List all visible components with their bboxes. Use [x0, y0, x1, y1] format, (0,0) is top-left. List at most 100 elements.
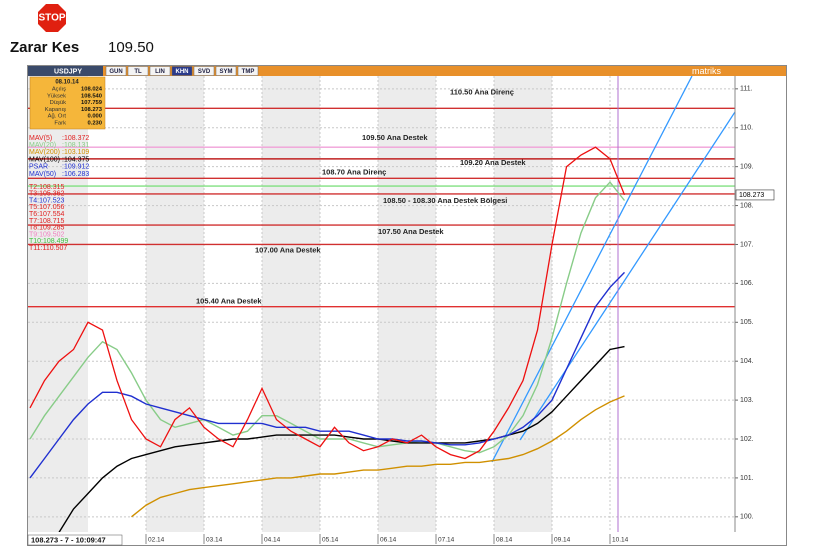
y-tick-label: 100.: [740, 514, 754, 521]
x-tick-label: 09.14: [554, 537, 571, 544]
stop-text: STOP: [38, 13, 65, 24]
month-band: [378, 76, 436, 532]
indicator-label: MAV(20): [29, 142, 56, 149]
indicator-label: MAV(5): [29, 135, 52, 142]
info-label: Açılış: [52, 87, 66, 93]
indicator-value: :108.131: [62, 142, 89, 149]
target-label: T2:108.315: [29, 184, 65, 191]
target-label: T10:108.499: [29, 238, 68, 245]
target-label: T9:109.502: [29, 231, 65, 238]
target-label: T3:105.362: [29, 191, 65, 198]
month-band: [262, 76, 320, 532]
toolbar-button-label: LIN: [155, 69, 165, 75]
indicator-value: :109.912: [62, 164, 89, 171]
brand: matriks: [692, 66, 721, 76]
info-label: Kapanış: [45, 107, 66, 113]
series-line: [29, 181, 626, 454]
target-label: T7:108.715: [29, 218, 65, 225]
toolbar-button: [149, 66, 171, 76]
x-tick-label: 03.14: [206, 537, 223, 544]
plot: 110.50 Ana Direnç 109.50 Ana Destek 109.20…: [28, 76, 735, 532]
y-tick-label: 111.: [740, 86, 753, 93]
y-tick-label: 104.: [740, 358, 754, 365]
level-label: 109.50 Ana Destek: [362, 133, 428, 142]
x-tick-label: 06.14: [380, 537, 397, 544]
indicator-label: PSAR: [29, 164, 48, 171]
toolbar-button: [171, 66, 193, 76]
indicator-label: MAV(200): [29, 149, 60, 156]
series-line: [29, 271, 626, 479]
x-tick-label: 05.14: [322, 537, 339, 544]
y-tick-label: 107.: [740, 241, 754, 248]
info-label: Fark: [54, 121, 66, 127]
target-label: T11:110.507: [29, 245, 67, 252]
info-box: [29, 76, 106, 130]
info-value: 107.759: [81, 100, 103, 106]
info-label: Düşük: [50, 100, 67, 106]
trend-line: [491, 76, 693, 463]
toolbar-button-label: GUN: [109, 69, 122, 75]
info-value: 108.540: [81, 93, 102, 99]
y-tick-label: 106.: [740, 280, 754, 287]
info-value: 0.230: [87, 121, 102, 127]
overlay: GUN TL LIN KHN SVD SYM TMP 02.14 03.14 04.14 05.14…: [27, 66, 775, 546]
y-tick-label: 105.: [740, 319, 754, 326]
toolbar: [28, 66, 786, 76]
toolbar-button: [127, 66, 149, 76]
x-tick-label: 02.14: [148, 537, 165, 544]
toolbar-button: [105, 66, 127, 76]
symbol: USDJPY: [54, 68, 82, 75]
info-value: 108.273: [81, 107, 103, 113]
indicator-label: MAV(50): [29, 171, 56, 178]
toolbar-button-label: TMP: [242, 69, 255, 75]
series-line: [58, 345, 625, 532]
toolbar-button-label: SYM: [219, 69, 232, 75]
stop-loss-value: 109.50: [108, 39, 154, 56]
y-tick-label: 102.: [740, 436, 754, 443]
indicator-value: :108.372: [62, 135, 89, 142]
y-tick-label: 101.: [740, 475, 754, 482]
level-label: 107.50 Ana Destek: [378, 227, 444, 236]
x-tick-label: 10.14: [612, 537, 629, 544]
info-value: 0.000: [87, 114, 102, 120]
symbol-box: [28, 66, 103, 76]
level-label: 107.00 Ana Destek: [255, 245, 321, 254]
toolbar-button: [215, 66, 237, 76]
target-label: T8:109.285: [29, 225, 65, 232]
x-tick-label: 08.14: [496, 537, 513, 544]
month-band: [494, 76, 552, 532]
target-label: T6:107.554: [29, 211, 65, 218]
y-tick-label: 110.: [740, 125, 753, 132]
month-band: [146, 76, 204, 532]
status-text: 108.273 - 7 - 10:09:47: [31, 535, 106, 544]
last-price-box: [735, 189, 775, 201]
toolbar-button-label: KHN: [176, 69, 189, 75]
toolbar-button: [237, 66, 259, 76]
level-label: 108.70 Ana Direnç: [322, 167, 386, 176]
toolbar-button-label: TL: [134, 69, 142, 75]
toolbar-button: [193, 66, 215, 76]
y-tick-label: 103.: [740, 397, 754, 404]
indicator-value: :106.283: [62, 171, 89, 178]
trend-line: [519, 111, 735, 441]
level-label: 108.50 - 108.30 Ana Destek Bölgesi: [383, 196, 507, 205]
target-label: T4:107.523: [29, 197, 65, 204]
info-label: Yüksek: [47, 93, 66, 99]
stop-icon: [38, 4, 66, 32]
indicator-value: :104.375: [62, 156, 89, 163]
x-tick-label: 04.14: [264, 537, 281, 544]
y-tick-label: 108.: [740, 202, 754, 209]
series-line: [29, 146, 626, 460]
y-tick-label: 109.: [740, 163, 754, 170]
target-label: T5:107.056: [29, 204, 65, 211]
level-label: 109.20 Ana Destek: [460, 158, 526, 167]
toolbar-button-label: SVD: [198, 69, 211, 75]
indicator-label: MAV(100): [29, 156, 60, 163]
month-band: [28, 76, 88, 532]
level-label: 105.40 Ana Destek: [196, 297, 262, 306]
indicator-value: :103.109: [62, 149, 89, 156]
info-label: Ağ. Ort: [48, 114, 67, 120]
series-line: [131, 395, 625, 518]
last-price-label: 108.273: [739, 192, 764, 199]
